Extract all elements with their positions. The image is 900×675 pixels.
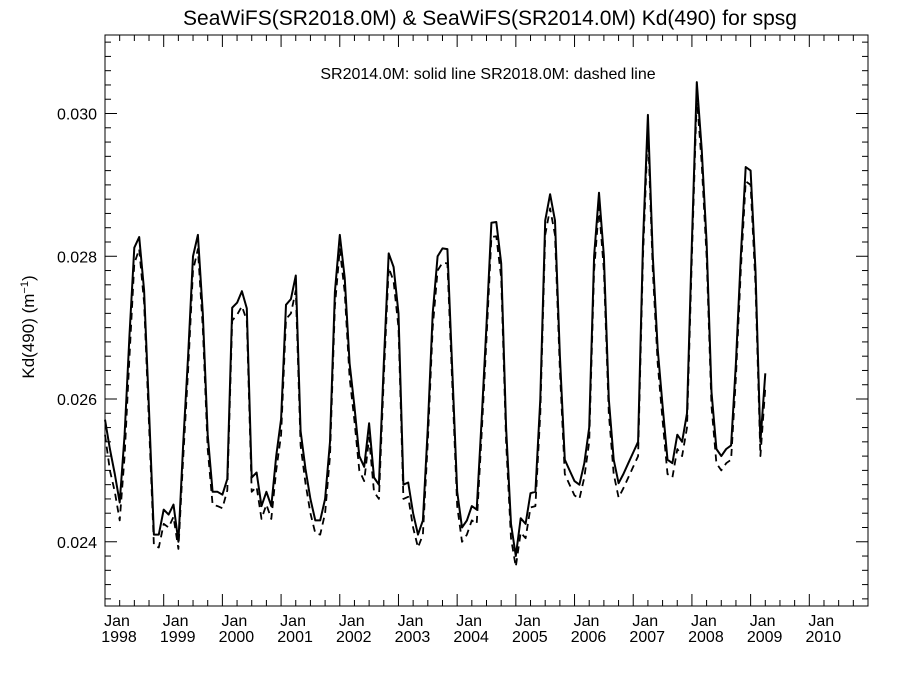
x-tick-year: 2001 — [277, 629, 313, 646]
x-tick-month: Jan — [221, 613, 247, 630]
x-tick-month: Jan — [339, 613, 365, 630]
series-line-dashed — [104, 95, 767, 568]
y-tick-label: 0.030 — [57, 107, 97, 124]
x-tick-month: Jan — [515, 613, 541, 630]
x-tick-month: Jan — [632, 613, 658, 630]
x-tick-year: 2004 — [453, 629, 489, 646]
x-tick-month: Jan — [808, 613, 834, 630]
x-tick-year: 1998 — [101, 629, 137, 646]
x-tick-year: 1999 — [160, 629, 196, 646]
x-tick-month: Jan — [456, 613, 482, 630]
x-tick-month: Jan — [574, 613, 600, 630]
x-tick-month: Jan — [104, 613, 130, 630]
y-axis: 0.024 0.026 0.028 0.030 — [57, 41, 868, 600]
x-axis: Jan1998Jan1999Jan2000Jan2001Jan2002Jan20… — [101, 35, 869, 646]
x-tick-year: 2003 — [395, 629, 431, 646]
x-tick-month: Jan — [280, 613, 306, 630]
chart-title: SeaWiFS(SR2018.0M) & SeaWiFS(SR2014.0M) … — [183, 7, 797, 30]
series-layer — [104, 81, 767, 568]
x-tick-year: 2000 — [219, 629, 255, 646]
x-tick-year: 2008 — [688, 629, 724, 646]
series-line-solid — [104, 81, 767, 557]
y-tick-label: 0.024 — [57, 535, 97, 552]
x-tick-year: 2002 — [336, 629, 372, 646]
x-tick-month: Jan — [750, 613, 776, 630]
legend-annotation: SR2014.0M: solid line SR2018.0M: dashed … — [320, 66, 655, 83]
x-tick-year: 2007 — [629, 629, 665, 646]
x-tick-month: Jan — [398, 613, 424, 630]
y-axis-label: Kd(490) (m−1) — [19, 275, 38, 378]
y-tick-label: 0.028 — [57, 249, 97, 266]
x-tick-year: 2010 — [806, 629, 842, 646]
x-tick-month: Jan — [691, 613, 717, 630]
y-tick-label: 0.026 — [57, 392, 97, 409]
x-tick-year: 2006 — [571, 629, 607, 646]
x-tick-year: 2005 — [512, 629, 548, 646]
x-tick-month: Jan — [163, 613, 189, 630]
x-tick-year: 2009 — [747, 629, 783, 646]
